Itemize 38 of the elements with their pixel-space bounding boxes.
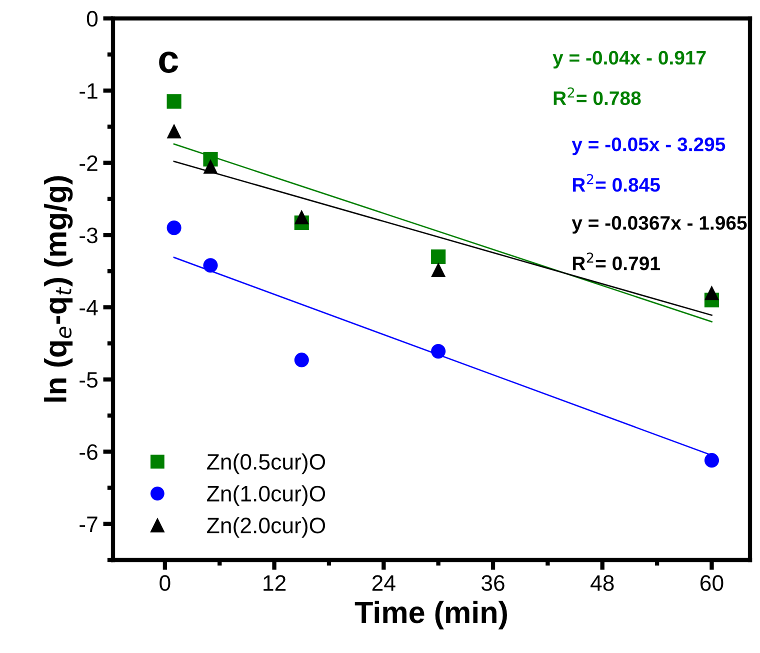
x-axis-title: Time (min) xyxy=(354,600,507,630)
point xyxy=(294,210,309,224)
point xyxy=(203,159,218,174)
y-tick-label: -2 xyxy=(80,155,98,171)
annotation: y = -0.05x - 3.295 xyxy=(572,138,726,156)
annotation: R$^{2}$= 0.791 xyxy=(572,252,660,270)
x-tick-label: 0 xyxy=(160,575,170,591)
y-tick-label: -7 xyxy=(80,516,98,532)
point xyxy=(431,249,446,264)
x-tick-label: 24 xyxy=(372,575,396,591)
legend-label: Zn(2.0cur)O xyxy=(207,517,326,538)
point xyxy=(431,262,446,277)
point xyxy=(704,286,720,300)
point xyxy=(166,124,182,138)
annotation: R$^{2}$= 0.788 xyxy=(554,87,641,106)
y-tick-label: -1 xyxy=(80,83,98,99)
y-tick-label: -5 xyxy=(80,372,98,388)
legend-label: Zn(0.5cur)O xyxy=(207,453,326,474)
annotation: y = -0.0367x - 1.965 xyxy=(572,216,747,234)
point xyxy=(294,352,309,368)
point xyxy=(203,258,218,273)
annotation: c xyxy=(159,52,178,73)
point xyxy=(431,344,446,359)
point xyxy=(704,453,720,468)
y-tick-label: -3 xyxy=(80,228,98,244)
legend-label: Zn(1.0cur)O xyxy=(207,485,326,506)
annotation: R$^{2}$= 0.845 xyxy=(572,174,660,192)
y-tick-label: 0 xyxy=(86,10,98,27)
x-tick-label: 48 xyxy=(590,575,614,591)
y-axis-title: ln (q$_{e}$-q$_{t}$) (mg/g) xyxy=(44,176,73,402)
point xyxy=(166,94,182,109)
x-tick-label: 60 xyxy=(700,575,724,591)
x-tick-label: 12 xyxy=(264,575,286,591)
y-tick-label: -6 xyxy=(80,444,98,460)
x-tick-label: 36 xyxy=(482,575,504,591)
annotation: y = -0.04x - 0.917 xyxy=(552,50,706,68)
y-tick-label: -4 xyxy=(80,300,98,316)
point xyxy=(166,220,182,236)
